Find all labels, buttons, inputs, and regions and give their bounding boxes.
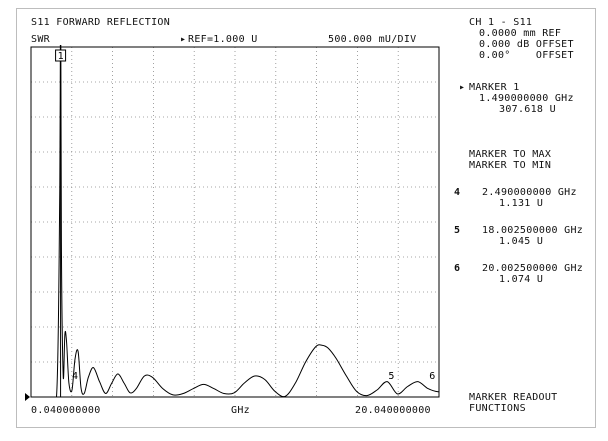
x-axis-start: 0.040000000 xyxy=(31,405,101,416)
active-marker-freq: 1.490000000 GHz xyxy=(479,93,574,104)
instrument-display: S11 FORWARD REFLECTION SWR ▸ REF=1.000 U… xyxy=(16,8,596,428)
reference-pointer-icon: ▸ xyxy=(180,34,187,45)
active-marker-pointer-icon: ▸ xyxy=(459,82,466,93)
reference-plane: 0.0000 mm REF xyxy=(479,28,562,39)
swr-plot: 1 4 5 6 xyxy=(25,45,440,401)
functions-label[interactable]: FUNCTIONS xyxy=(469,403,526,414)
marker-1-label: 1 xyxy=(58,51,64,62)
marker-readout-button[interactable]: MARKER READOUT xyxy=(469,392,558,403)
marker-to-min-button[interactable]: MARKER TO MIN xyxy=(469,160,552,171)
phase-offset: 0.00° OFFSET xyxy=(479,50,574,61)
marker-6-label: 6 xyxy=(429,371,435,382)
marker-value: 1.131 U xyxy=(499,198,544,209)
marker-freq: 18.002500000 GHz xyxy=(482,225,584,236)
marker-5-label: 5 xyxy=(388,371,394,382)
marker-number: 5 xyxy=(454,225,461,236)
db-offset: 0.000 dB OFFSET xyxy=(479,39,574,50)
marker-1-box xyxy=(55,49,67,62)
reference-level-arrow-icon xyxy=(25,393,30,401)
trace-title: S11 FORWARD REFLECTION xyxy=(31,17,171,28)
plot-border xyxy=(30,46,440,398)
marker-value: 1.074 U xyxy=(499,274,544,285)
format-label: SWR xyxy=(31,34,50,45)
marker-number: 4 xyxy=(454,187,461,198)
swr-trace xyxy=(31,45,439,397)
reference-value: REF=1.000 U xyxy=(188,34,258,45)
scale-value: 500.000 mU/DIV xyxy=(328,34,417,45)
x-axis-stop: 20.040000000 xyxy=(355,405,431,416)
marker-number: 6 xyxy=(454,263,461,274)
active-marker-label[interactable]: MARKER 1 xyxy=(469,82,520,93)
marker-freq: 20.002500000 GHz xyxy=(482,263,584,274)
channel-label: CH 1 - S11 xyxy=(469,17,533,28)
marker-value: 1.045 U xyxy=(499,236,544,247)
x-axis-unit: GHz xyxy=(231,405,250,416)
active-marker-value: 307.618 U xyxy=(499,104,556,115)
marker-freq: 2.490000000 GHz xyxy=(482,187,577,198)
marker-to-max-button[interactable]: MARKER TO MAX xyxy=(469,149,552,160)
marker-4-label: 4 xyxy=(72,371,78,382)
